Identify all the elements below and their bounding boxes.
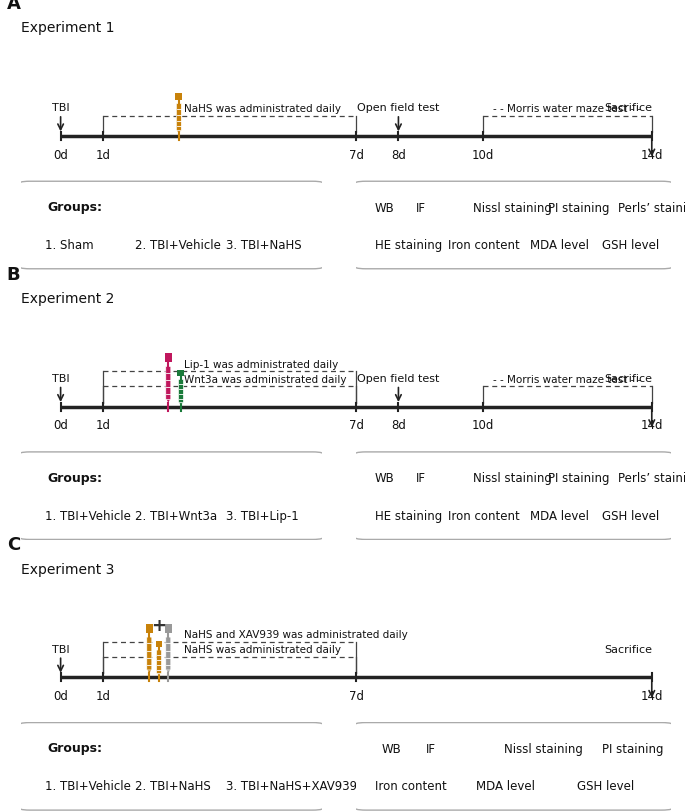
Text: TBI: TBI [52, 103, 69, 114]
Text: Open field test: Open field test [358, 103, 440, 114]
Text: 7d: 7d [349, 689, 364, 702]
Text: Experiment 3: Experiment 3 [21, 562, 114, 576]
Text: 1d: 1d [95, 418, 110, 431]
Text: 10d: 10d [472, 418, 494, 431]
Text: Open field test: Open field test [358, 374, 440, 384]
Text: Perls’ staining: Perls’ staining [618, 472, 685, 485]
Text: 1. TBI+Vehicle: 1. TBI+Vehicle [45, 779, 131, 792]
Text: PI staining: PI staining [602, 742, 664, 755]
Text: IF: IF [416, 201, 426, 214]
Text: B: B [7, 265, 21, 283]
Text: - - Morris water maze test - -: - - Morris water maze test - - [493, 374, 642, 384]
Text: HE staining: HE staining [375, 509, 443, 522]
Text: GSH level: GSH level [577, 779, 634, 792]
Text: 3. TBI+Lip-1: 3. TBI+Lip-1 [225, 509, 298, 522]
FancyBboxPatch shape [18, 453, 325, 540]
Text: Groups:: Groups: [48, 741, 103, 754]
Text: Lip-1 was administrated daily: Lip-1 was administrated daily [184, 359, 338, 369]
Text: HE staining: HE staining [375, 239, 443, 252]
FancyBboxPatch shape [176, 105, 182, 131]
Text: Perls’ staining: Perls’ staining [618, 201, 685, 214]
Text: 1d: 1d [95, 148, 110, 161]
Text: 1d: 1d [95, 689, 110, 702]
Text: TBI: TBI [52, 374, 69, 384]
Text: C: C [7, 536, 20, 554]
FancyBboxPatch shape [156, 650, 162, 674]
Text: TBI: TBI [52, 644, 69, 654]
Text: NaHS was administrated daily: NaHS was administrated daily [184, 645, 341, 654]
FancyBboxPatch shape [353, 723, 675, 810]
Text: Groups:: Groups: [48, 201, 103, 214]
Text: Nissl staining: Nissl staining [473, 201, 551, 214]
Text: Sacrifice: Sacrifice [603, 644, 652, 654]
Text: 7d: 7d [349, 148, 364, 161]
Text: 0d: 0d [53, 418, 68, 431]
FancyBboxPatch shape [18, 723, 325, 810]
Text: 1. Sham: 1. Sham [45, 239, 93, 252]
Text: Iron content: Iron content [375, 779, 447, 792]
Text: WB: WB [375, 201, 395, 214]
Text: WB: WB [375, 472, 395, 485]
Text: 2. TBI+Vehicle: 2. TBI+Vehicle [135, 239, 221, 252]
Bar [146, 624, 153, 633]
Bar [165, 354, 172, 363]
Text: WB: WB [382, 742, 401, 755]
Text: 2. TBI+NaHS: 2. TBI+NaHS [135, 779, 211, 792]
Text: MDA level: MDA level [476, 779, 535, 792]
FancyBboxPatch shape [18, 182, 325, 269]
Text: 3. TBI+NaHS: 3. TBI+NaHS [225, 239, 301, 252]
Text: 0d: 0d [53, 689, 68, 702]
FancyBboxPatch shape [166, 637, 171, 670]
Text: PI staining: PI staining [549, 201, 610, 214]
Text: 2. TBI+Wnt3a: 2. TBI+Wnt3a [135, 509, 217, 522]
Text: Groups:: Groups: [48, 471, 103, 484]
Text: 10d: 10d [472, 148, 494, 161]
Polygon shape [177, 131, 181, 134]
Polygon shape [179, 403, 183, 406]
Text: A: A [7, 0, 21, 13]
Text: Iron content: Iron content [447, 239, 519, 252]
Text: 7d: 7d [349, 418, 364, 431]
Text: GSH level: GSH level [602, 239, 659, 252]
Text: NaHS and XAV939 was administrated daily: NaHS and XAV939 was administrated daily [184, 629, 408, 639]
Text: Nissl staining: Nissl staining [504, 742, 583, 755]
Text: Wnt3a was administrated daily: Wnt3a was administrated daily [184, 374, 347, 384]
Text: 14d: 14d [640, 418, 663, 431]
FancyBboxPatch shape [178, 380, 184, 403]
Text: 8d: 8d [391, 418, 406, 431]
Text: IF: IF [425, 742, 436, 755]
Text: 3. TBI+NaHS+XAV939: 3. TBI+NaHS+XAV939 [225, 779, 357, 792]
Text: PI staining: PI staining [549, 472, 610, 485]
Bar [155, 642, 162, 647]
Text: Sacrifice: Sacrifice [603, 103, 652, 114]
Text: Iron content: Iron content [447, 509, 519, 522]
Polygon shape [166, 400, 170, 403]
Text: NaHS was administrated daily: NaHS was administrated daily [184, 104, 341, 114]
FancyBboxPatch shape [147, 637, 152, 670]
Text: 14d: 14d [640, 689, 663, 702]
Text: MDA level: MDA level [530, 239, 588, 252]
Text: Experiment 2: Experiment 2 [21, 292, 114, 306]
Text: IF: IF [416, 472, 426, 485]
Text: 1. TBI+Vehicle: 1. TBI+Vehicle [45, 509, 131, 522]
Text: Sacrifice: Sacrifice [603, 374, 652, 384]
Polygon shape [147, 670, 151, 673]
Polygon shape [166, 670, 170, 673]
Bar [175, 94, 182, 101]
Polygon shape [157, 673, 161, 676]
Text: Experiment 1: Experiment 1 [21, 21, 114, 36]
Bar [165, 624, 172, 633]
Text: 8d: 8d [391, 148, 406, 161]
Text: +: + [151, 616, 166, 634]
Text: MDA level: MDA level [530, 509, 588, 522]
Text: GSH level: GSH level [602, 509, 659, 522]
FancyBboxPatch shape [353, 182, 675, 269]
Bar [177, 371, 184, 377]
FancyBboxPatch shape [166, 367, 171, 400]
Text: 14d: 14d [640, 148, 663, 161]
Text: Nissl staining: Nissl staining [473, 472, 551, 485]
Text: - - Morris water maze test - -: - - Morris water maze test - - [493, 104, 642, 114]
Text: 0d: 0d [53, 148, 68, 161]
FancyBboxPatch shape [353, 453, 675, 540]
